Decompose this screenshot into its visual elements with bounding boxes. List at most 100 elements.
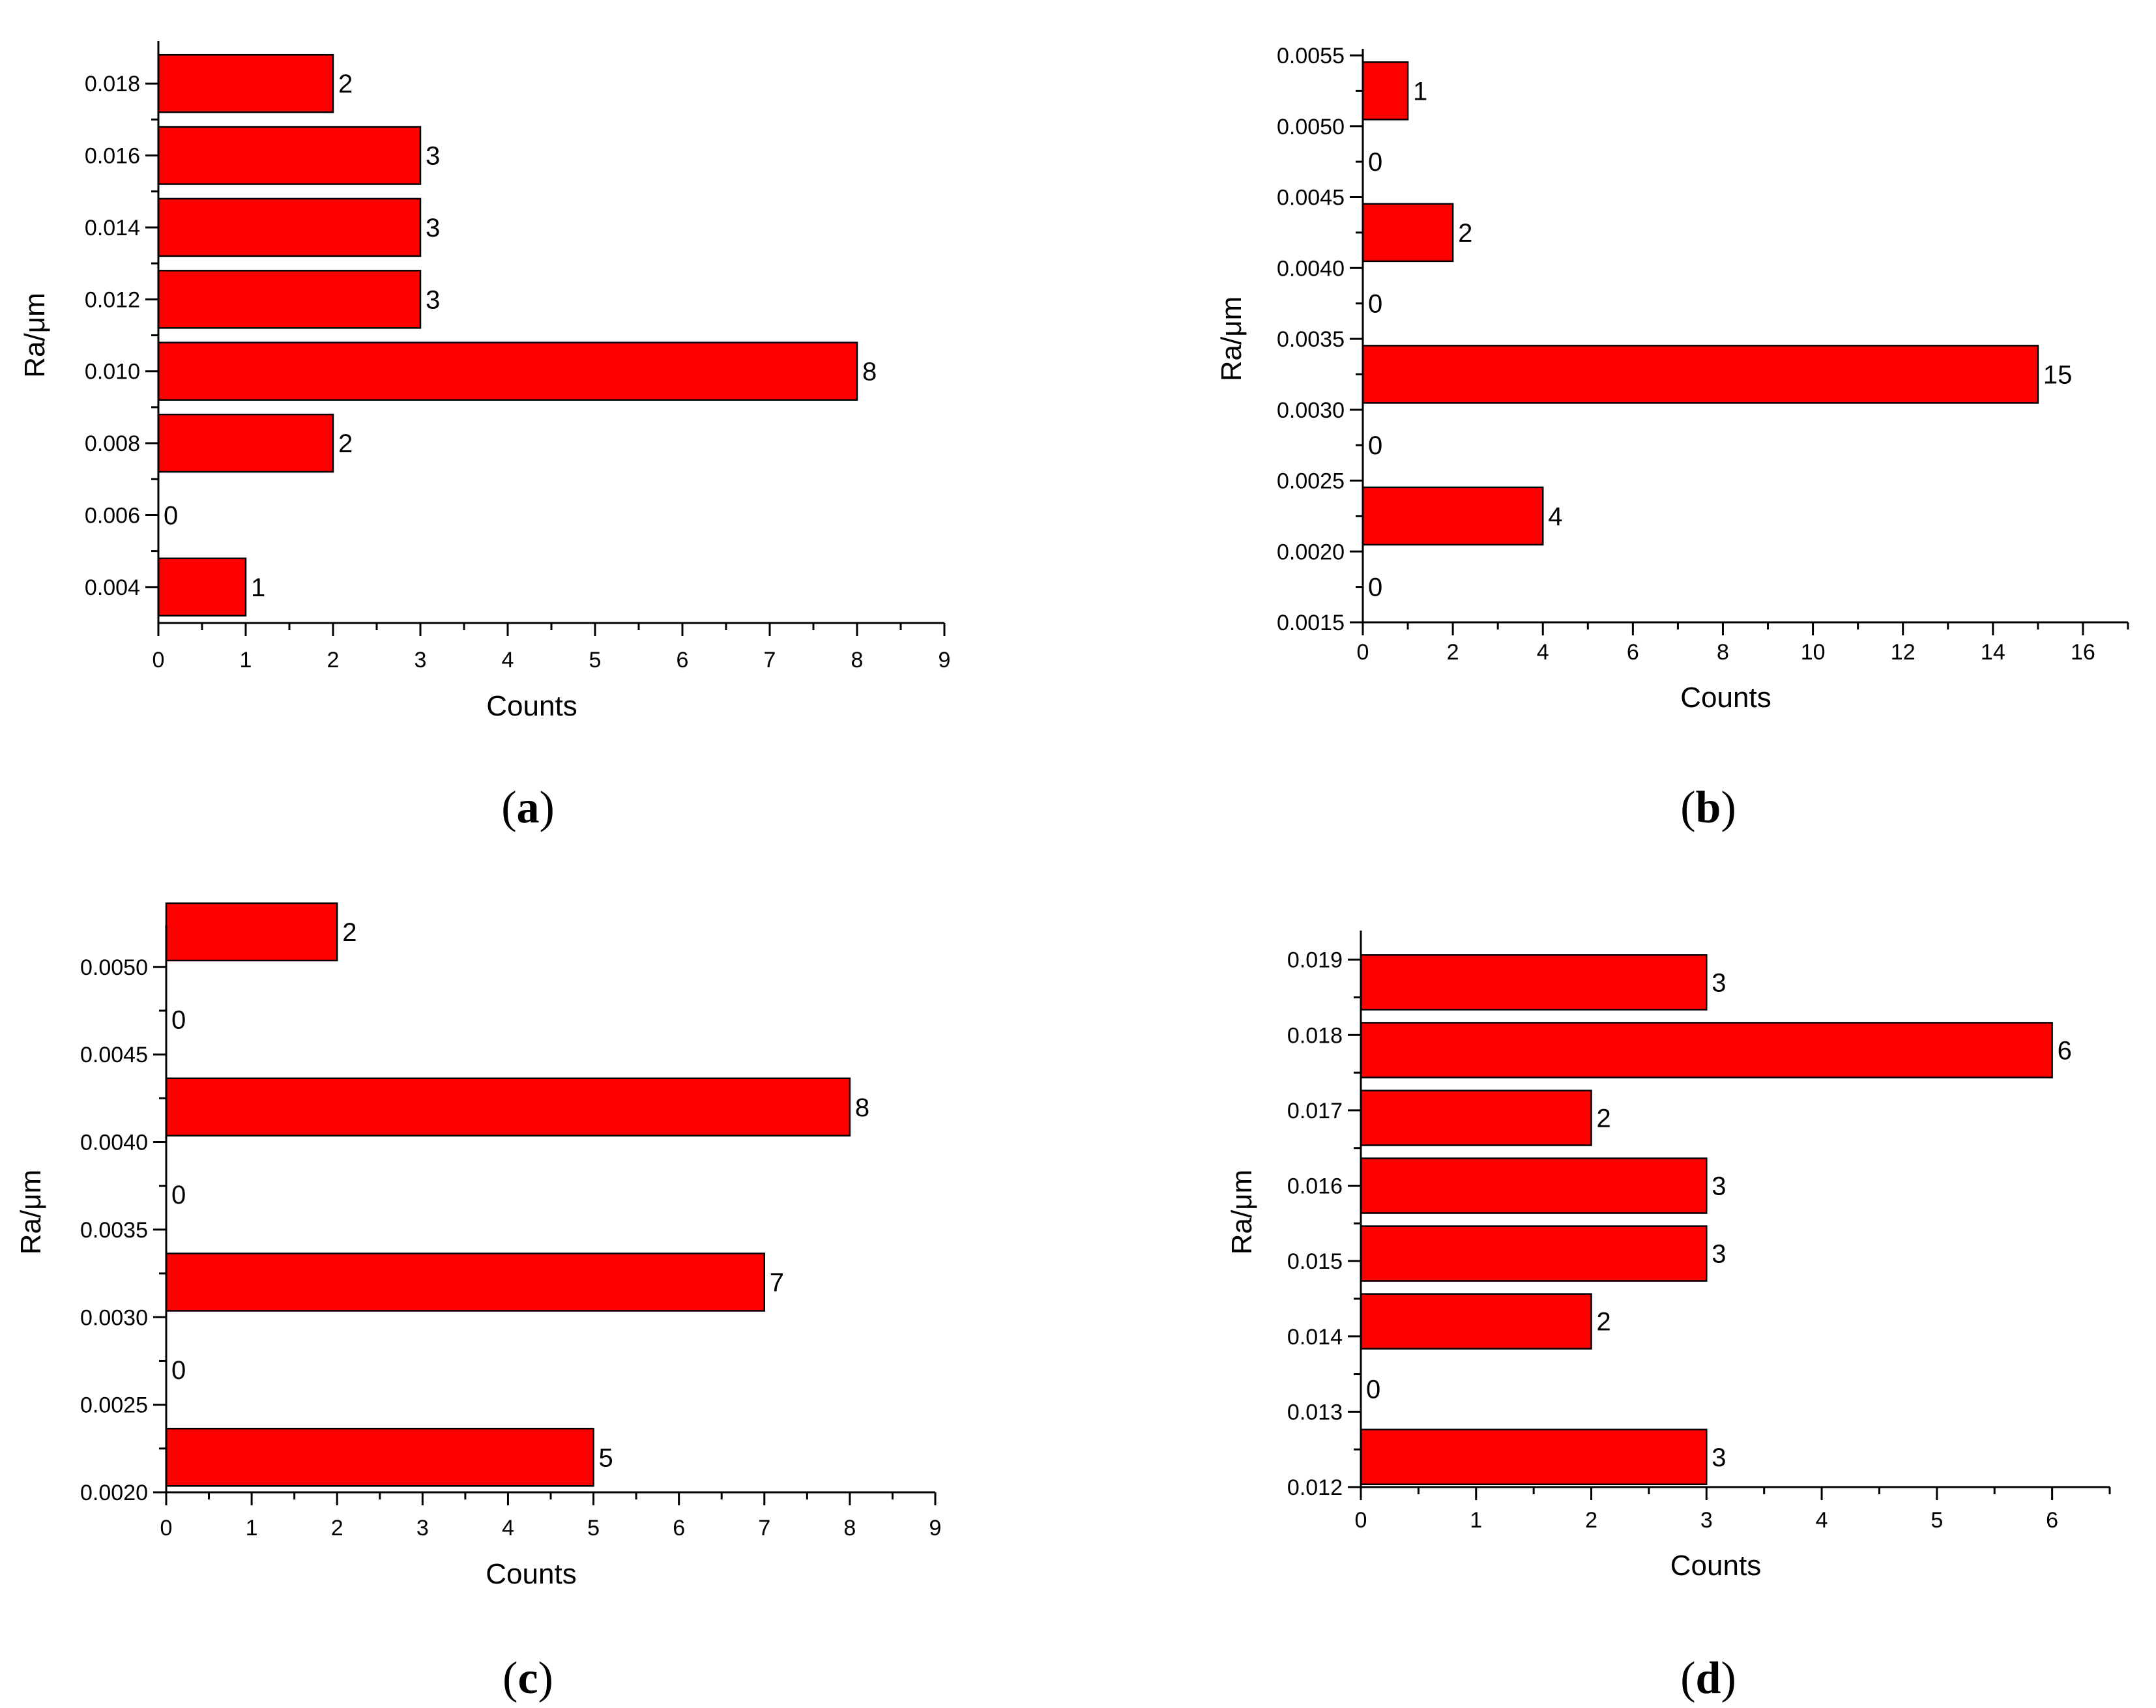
y-axis-title: Ra/μm bbox=[1216, 297, 1247, 381]
data-label: 3 bbox=[426, 214, 440, 242]
data-label: 0 bbox=[1368, 148, 1382, 177]
data-label: 2 bbox=[338, 429, 353, 458]
data-label: 0 bbox=[164, 501, 178, 530]
y-tick-label: 0.015 bbox=[1287, 1249, 1343, 1274]
x-tick-label: 3 bbox=[1700, 1508, 1713, 1533]
x-tick-label: 8 bbox=[851, 648, 864, 673]
y-tick-label: 0.016 bbox=[85, 144, 140, 169]
y-tick-label: 0.0055 bbox=[1277, 44, 1345, 68]
y-tick-label: 0.0050 bbox=[1277, 115, 1345, 139]
y-tick-label: 0.018 bbox=[1287, 1023, 1343, 1048]
panel-label: (c) bbox=[503, 1653, 553, 1703]
data-label: 0 bbox=[1368, 573, 1382, 602]
y-tick-label: 0.0020 bbox=[1277, 540, 1345, 564]
bar bbox=[157, 197, 422, 257]
x-tick-label: 3 bbox=[416, 1516, 429, 1541]
x-tick-label: 16 bbox=[2071, 640, 2095, 665]
data-label: 5 bbox=[599, 1443, 613, 1472]
y-tick-label: 0.014 bbox=[1287, 1325, 1343, 1350]
x-axis-title: Counts bbox=[486, 1558, 576, 1590]
data-label: 8 bbox=[862, 358, 877, 386]
x-tick-label: 8 bbox=[1717, 640, 1729, 665]
bar bbox=[1360, 1022, 2053, 1078]
x-axis-title: Counts bbox=[1670, 1550, 1761, 1582]
x-tick-label: 3 bbox=[415, 648, 427, 673]
y-tick-label: 0.013 bbox=[1287, 1400, 1343, 1425]
x-tick-label: 14 bbox=[1981, 640, 2005, 665]
x-tick-label: 6 bbox=[2046, 1508, 2058, 1533]
bar bbox=[157, 53, 334, 113]
chart-panel-a: 1 0 2 8 3 3 3 2 0 1 2 3 4 5 6 7 8 9 0.004 0.006 0.008 0.010 0.… bbox=[19, 41, 950, 833]
x-axis-title: Counts bbox=[486, 690, 577, 722]
bar bbox=[1360, 1293, 1592, 1350]
panel-label: (b) bbox=[1680, 783, 1736, 833]
x-tick-label: 1 bbox=[240, 648, 252, 673]
bar bbox=[1360, 1428, 1708, 1486]
data-label: 0 bbox=[171, 1181, 186, 1209]
y-tick-label: 0.016 bbox=[1287, 1174, 1343, 1199]
data-label: 3 bbox=[1712, 1443, 1726, 1472]
bar bbox=[1360, 1157, 1708, 1214]
data-label: 8 bbox=[855, 1093, 869, 1122]
data-label: 0 bbox=[1366, 1376, 1380, 1404]
chart-panel-d: 3 0 2 3 3 2 6 3 0 1 2 3 4 5 6 0.012 0.013 0.014 0.015 0.016… bbox=[1226, 931, 2111, 1703]
x-tick-label: 2 bbox=[1447, 640, 1459, 665]
data-label: 3 bbox=[1712, 1240, 1726, 1269]
data-label: 4 bbox=[1548, 502, 1562, 531]
x-tick-label: 4 bbox=[502, 648, 514, 673]
data-label: 2 bbox=[1597, 1104, 1611, 1133]
y-tick-label: 0.0045 bbox=[1277, 186, 1345, 210]
data-label: 2 bbox=[342, 918, 357, 947]
y-tick-label: 0.012 bbox=[1287, 1475, 1343, 1500]
x-tick-label: 2 bbox=[331, 1516, 343, 1541]
y-tick-label: 0.006 bbox=[85, 503, 140, 528]
y-tick-label: 0.010 bbox=[85, 360, 140, 384]
x-axis-title: Counts bbox=[1680, 682, 1771, 714]
x-tick-label: 8 bbox=[843, 1516, 856, 1541]
y-axis-title: Ra/μm bbox=[19, 293, 51, 377]
x-tick-label: 5 bbox=[1930, 1508, 1943, 1533]
bar bbox=[1362, 345, 2039, 404]
data-label: 6 bbox=[2058, 1036, 2072, 1065]
panel-label: (d) bbox=[1680, 1653, 1736, 1703]
y-tick-label: 0.0030 bbox=[1277, 398, 1345, 423]
y-tick-label: 0.008 bbox=[85, 431, 140, 456]
y-tick-label: 0.0040 bbox=[1277, 256, 1345, 281]
y-tick-label: 0.0025 bbox=[80, 1393, 148, 1418]
y-tick-label: 0.0015 bbox=[1277, 611, 1345, 635]
y-tick-label: 0.0020 bbox=[80, 1481, 148, 1505]
bar bbox=[157, 557, 247, 617]
data-label: 3 bbox=[1712, 968, 1726, 997]
data-label: 3 bbox=[426, 142, 440, 171]
data-label: 2 bbox=[338, 70, 353, 98]
x-tick-label: 6 bbox=[1627, 640, 1639, 665]
x-tick-label: 0 bbox=[1357, 640, 1369, 665]
panel-label: (a) bbox=[501, 783, 555, 833]
y-tick-label: 0.0050 bbox=[80, 955, 148, 980]
data-label: 3 bbox=[1712, 1172, 1726, 1201]
y-tick-label: 0.0035 bbox=[80, 1218, 148, 1243]
bar bbox=[1362, 486, 1544, 546]
x-tick-label: 5 bbox=[587, 1516, 600, 1541]
bar bbox=[165, 1077, 851, 1136]
data-label: 0 bbox=[1368, 290, 1382, 319]
y-tick-label: 0.018 bbox=[85, 72, 140, 96]
y-tick-label: 0.014 bbox=[85, 216, 140, 240]
x-tick-label: 0 bbox=[153, 648, 165, 673]
x-tick-label: 9 bbox=[929, 1516, 942, 1541]
x-tick-label: 4 bbox=[1816, 1508, 1828, 1533]
data-label: 2 bbox=[1597, 1308, 1611, 1337]
x-tick-label: 2 bbox=[1585, 1508, 1597, 1533]
x-tick-label: 4 bbox=[1537, 640, 1549, 665]
data-label: 0 bbox=[171, 1006, 186, 1034]
bar bbox=[165, 1252, 766, 1312]
y-tick-label: 0.0040 bbox=[80, 1131, 148, 1155]
x-tick-label: 7 bbox=[758, 1516, 770, 1541]
bar bbox=[157, 413, 334, 473]
data-label: 15 bbox=[2043, 360, 2073, 389]
data-label: 0 bbox=[1368, 431, 1382, 460]
y-tick-label: 0.0035 bbox=[1277, 327, 1345, 352]
y-axis-title: Ra/μm bbox=[15, 1170, 47, 1254]
data-label: 0 bbox=[171, 1356, 186, 1385]
